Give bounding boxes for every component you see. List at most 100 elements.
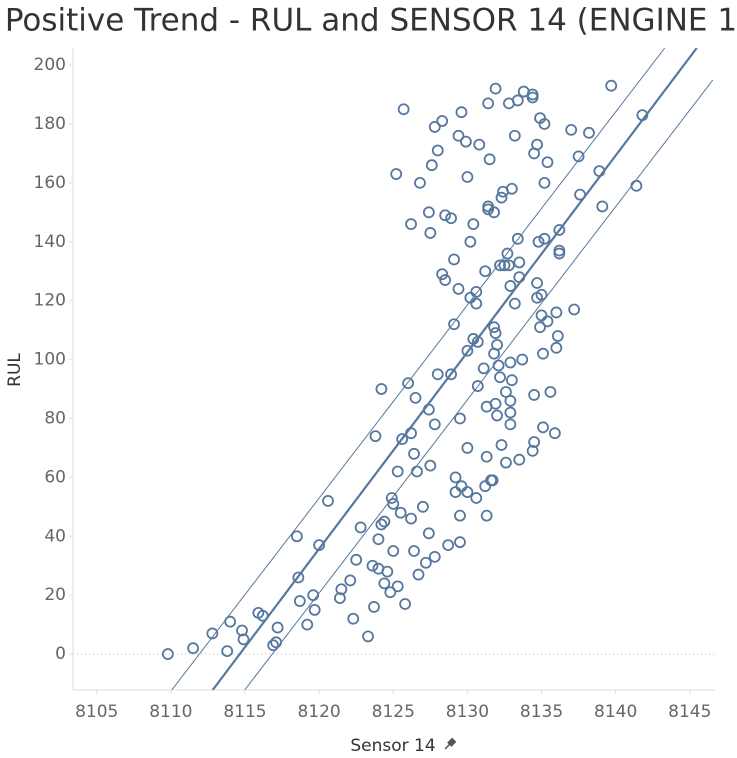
data-point (387, 497, 400, 510)
data-point (486, 474, 499, 487)
data-point (431, 144, 444, 157)
data-point (290, 530, 303, 543)
y-tick-label: 200 (34, 55, 66, 75)
data-point (488, 206, 500, 219)
x-tick-label: 8105 (75, 702, 118, 722)
data-point (605, 79, 618, 92)
data-point (187, 642, 199, 655)
data-point (596, 200, 609, 213)
data-point (505, 374, 518, 387)
data-point (256, 609, 269, 622)
data-point (461, 442, 474, 454)
data-point (593, 165, 606, 177)
data-point (369, 430, 382, 443)
data-point (347, 612, 360, 625)
data-point (460, 135, 472, 148)
data-point (422, 206, 435, 219)
data-point (439, 209, 452, 222)
data-point (301, 618, 314, 631)
x-axis-label: Sensor 14 (350, 736, 435, 756)
data-point (513, 453, 526, 466)
data-point (335, 583, 348, 596)
data-point (424, 227, 437, 239)
data-point (452, 129, 465, 142)
data-point (419, 556, 432, 569)
data-point (553, 224, 566, 236)
data-point (366, 559, 379, 572)
data-point (495, 191, 508, 204)
x-tick-label: 8135 (520, 702, 563, 722)
data-point (491, 409, 503, 422)
data-point (408, 447, 420, 460)
data-point (528, 389, 541, 401)
data-point (161, 648, 174, 660)
data-point (391, 465, 404, 478)
data-point (350, 553, 363, 566)
data-point (408, 545, 420, 557)
data-point (553, 247, 566, 260)
data-point (471, 380, 484, 392)
data-point (526, 444, 539, 457)
data-point (513, 256, 526, 269)
x-tick-label: 8120 (297, 702, 340, 722)
data-point (424, 459, 437, 472)
data-point (322, 495, 334, 507)
data-point (470, 297, 483, 310)
plot-area (161, 48, 714, 690)
data-point (541, 156, 554, 169)
data-point (428, 121, 441, 133)
data-point (454, 412, 466, 425)
data-point (473, 138, 486, 151)
data-point (448, 253, 460, 266)
data-point (531, 277, 543, 289)
data-point (362, 630, 374, 643)
data-point (375, 518, 388, 531)
data-point (532, 235, 545, 248)
x-tick-label: 8125 (372, 702, 415, 722)
data-point (455, 480, 468, 493)
data-point (501, 247, 514, 260)
data-point (550, 306, 563, 319)
data-point (470, 492, 483, 504)
data-point (378, 515, 391, 528)
data-point (548, 427, 561, 440)
data-point (422, 527, 435, 540)
data-point (511, 232, 524, 245)
data-point (464, 235, 477, 248)
y-tick-label: 180 (34, 114, 66, 134)
trend-line (211, 48, 698, 690)
data-point (479, 265, 492, 278)
data-point (538, 232, 551, 245)
data-point (528, 436, 541, 448)
data-point (270, 636, 283, 649)
data-point (491, 338, 503, 351)
trend-line (244, 79, 714, 690)
data-point (448, 318, 460, 331)
data-point (396, 433, 409, 445)
data-point (544, 386, 557, 398)
data-point (412, 568, 425, 581)
data-point (313, 539, 326, 552)
data-point (221, 645, 234, 658)
data-point (482, 200, 495, 213)
data-point (482, 97, 495, 110)
data-point (480, 509, 493, 522)
data-point (504, 280, 517, 292)
y-tick-label: 40 (44, 526, 66, 546)
data-point (534, 321, 546, 334)
data-point (464, 291, 477, 304)
data-point (307, 589, 320, 602)
data-point (479, 480, 492, 493)
data-point (504, 356, 517, 369)
y-tick-label: 120 (34, 291, 66, 311)
data-point (504, 418, 517, 431)
data-point (391, 580, 404, 593)
data-point (513, 271, 526, 284)
y-tick-label: 140 (34, 232, 66, 252)
data-point (504, 394, 517, 407)
data-point (492, 359, 505, 372)
data-point (480, 450, 493, 463)
data-point (470, 285, 483, 298)
y-axis-label: RUL (5, 353, 25, 387)
data-point (292, 571, 305, 584)
